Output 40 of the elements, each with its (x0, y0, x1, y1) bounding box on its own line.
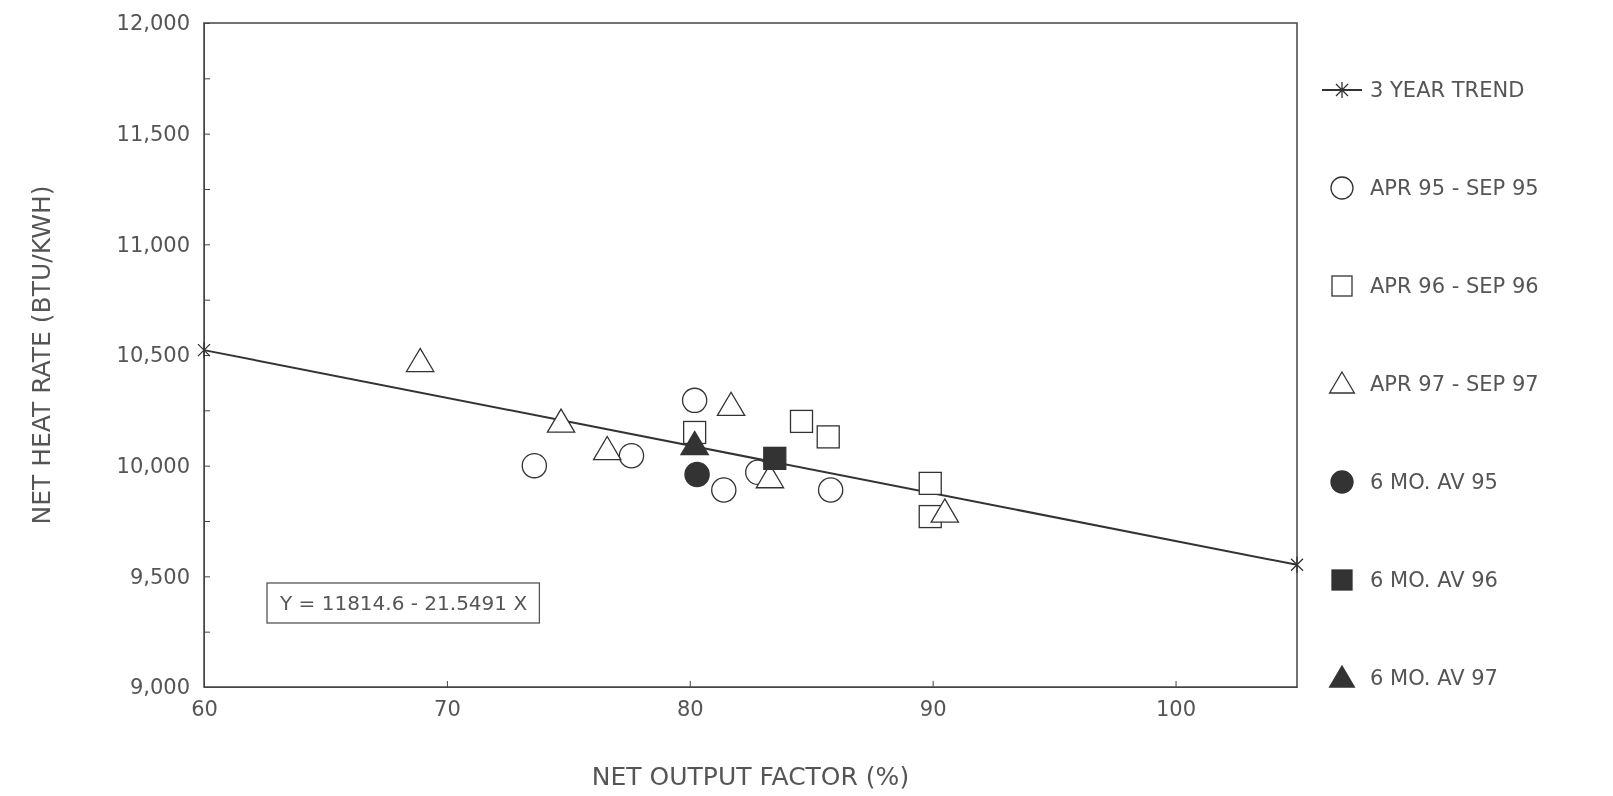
legend-label: 6 MO. AV 96 (1370, 568, 1498, 592)
y-tick-label: 11,500 (116, 121, 190, 146)
point (789, 409, 814, 434)
point (816, 425, 840, 449)
point (817, 477, 844, 503)
x-tick-label: 100 (1156, 696, 1197, 721)
point (711, 477, 737, 503)
y-tick-label: 10,000 (116, 453, 190, 478)
point (618, 442, 645, 469)
legend-label: APR 95 - SEP 95 (1370, 176, 1539, 200)
legend-label: APR 97 - SEP 97 (1370, 372, 1539, 396)
point (521, 452, 548, 479)
point (197, 341, 211, 359)
x-tick-label: 80 (676, 696, 704, 721)
y-axis-title: NET HEAT RATE (BTU/KWH) (27, 185, 56, 525)
x-tick-label: 90 (919, 696, 947, 721)
point (930, 498, 960, 523)
legend-label: 6 MO. AV 97 (1370, 666, 1498, 690)
point (681, 387, 708, 414)
point (918, 471, 942, 496)
point (405, 347, 435, 373)
legend-label: 3 YEAR TREND (1370, 78, 1525, 102)
legend-label: APR 96 - SEP 96 (1370, 274, 1539, 298)
point (763, 446, 787, 471)
x-tick-label: 60 (191, 696, 218, 721)
point (1290, 556, 1304, 574)
point (684, 461, 710, 488)
y-tick-label: 10,500 (116, 343, 190, 368)
y-tick-label: 11,000 (116, 232, 190, 257)
y-tick-label: 9,000 (129, 675, 190, 700)
point (680, 430, 709, 456)
y-tick-label: 9,500 (129, 564, 190, 589)
x-tick-label: 70 (434, 696, 461, 721)
point (716, 391, 746, 417)
legend-label: 6 MO. AV 95 (1370, 470, 1498, 494)
x-axis-title: NET OUTPUT FACTOR (%) (591, 762, 910, 791)
point (546, 408, 576, 433)
point (592, 435, 622, 461)
annotation: Y = 11814.6 - 21.5491 X (279, 591, 528, 615)
y-tick-label: 12,000 (116, 11, 190, 36)
